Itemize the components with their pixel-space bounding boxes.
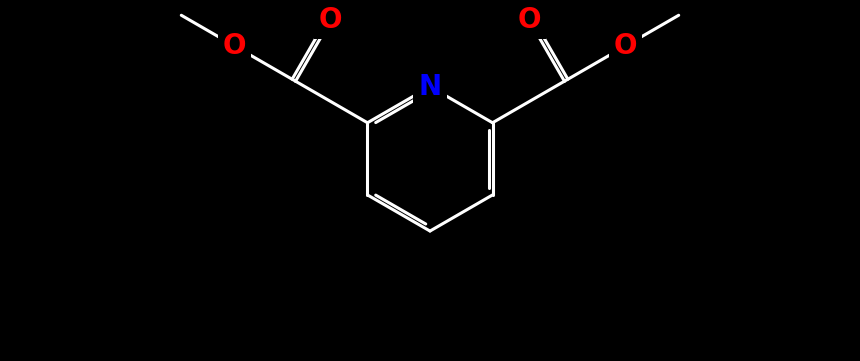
- Text: O: O: [518, 6, 541, 34]
- Text: N: N: [419, 73, 441, 101]
- Text: O: O: [319, 6, 342, 34]
- Text: O: O: [614, 32, 637, 60]
- Text: O: O: [223, 32, 246, 60]
